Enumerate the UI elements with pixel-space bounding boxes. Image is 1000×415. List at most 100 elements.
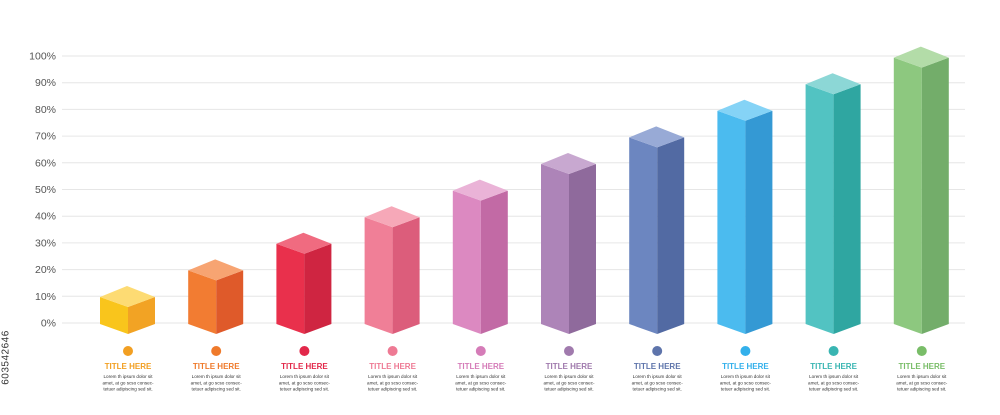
category-dot: [564, 346, 574, 356]
bar-front-face: [541, 164, 569, 334]
category-description: tetuer adipiscing sed sit.: [280, 387, 329, 392]
category-description: amet, at go scso consec-: [632, 380, 684, 385]
bar-8: [717, 99, 773, 334]
bar-front-face: [276, 243, 305, 334]
bar-side-face: [392, 217, 420, 334]
category-description: tetuer adipiscing sed sit.: [192, 387, 241, 392]
bar-10: [893, 46, 949, 334]
bar-side-face: [304, 243, 332, 334]
category-description: Lorem th ipsum dolor sit: [456, 374, 506, 379]
bar-top-face: [541, 153, 596, 174]
bars: [100, 46, 949, 334]
category-description: amet, at go scso consec-: [102, 380, 154, 385]
category-description: Lorem th ipsum dolor sit: [633, 374, 683, 379]
y-tick-label: 90%: [35, 77, 56, 89]
category-title: TITLE HERE: [281, 362, 328, 371]
bar-1: [100, 286, 155, 334]
y-tick-label: 50%: [35, 184, 56, 196]
bar-side-face: [745, 110, 773, 334]
bar-front-face: [100, 297, 128, 334]
category-description: tetuer adipiscing sed sit.: [897, 387, 946, 392]
bar-2: [188, 259, 244, 334]
y-tick-label: 10%: [35, 291, 56, 303]
bar-top-face: [717, 99, 773, 121]
y-tick-label: 80%: [35, 104, 56, 116]
bar-top-face: [452, 179, 508, 201]
category-dot: [475, 346, 486, 356]
category-description: tetuer adipiscing sed sit.: [809, 387, 858, 392]
category-title: TITLE HERE: [105, 362, 152, 371]
category-description: Lorem th ipsum dolor sit: [897, 374, 947, 379]
category-description: amet, at go scso consec-: [191, 380, 243, 385]
category-description: Lorem th ipsum dolor sit: [544, 374, 594, 379]
bar-top-face: [276, 232, 332, 254]
category-description: amet, at go scso consec-: [279, 380, 331, 385]
category-description: amet, at go scso consec-: [720, 380, 772, 385]
category-description: tetuer adipiscing sed sit.: [103, 387, 152, 392]
bar-7: [629, 126, 685, 334]
category-description: Lorem th ipsum dolor sit: [192, 374, 242, 379]
category-dot: [740, 346, 751, 356]
bar-side-face: [569, 164, 596, 334]
bar-5: [452, 179, 508, 334]
category-dot: [299, 346, 310, 356]
bar-front-face: [452, 190, 481, 334]
y-tick-label: 70%: [35, 131, 56, 143]
category-description: Lorem th ipsum dolor sit: [809, 374, 859, 379]
bar-4: [364, 206, 420, 334]
bar-front-face: [188, 270, 217, 334]
y-tick-label: 100%: [29, 51, 56, 63]
bar-top-face: [100, 286, 155, 307]
category-dot: [211, 346, 222, 356]
category-title: TITLE HERE: [722, 362, 769, 371]
category-description: Lorem th ipsum dolor sit: [721, 374, 771, 379]
category-description: amet, at go scso consec-: [367, 380, 419, 385]
bar-top-face: [188, 259, 244, 281]
bar-side-face: [480, 190, 508, 334]
category-title: TITLE HERE: [193, 362, 240, 371]
bar-front-face: [717, 110, 746, 334]
category-title: TITLE HERE: [369, 362, 416, 371]
side-image-id: 603542646: [0, 330, 12, 385]
y-tick-label: 30%: [35, 237, 56, 249]
category-title: TITLE HERE: [546, 362, 593, 371]
y-tick-label: 60%: [35, 157, 56, 169]
y-tick-label: 0%: [41, 318, 56, 330]
category-description: amet, at go scso consec-: [543, 380, 595, 385]
category-title: TITLE HERE: [634, 362, 681, 371]
bar-front-face: [629, 137, 658, 334]
category-description: Lorem th ipsum dolor sit: [103, 374, 153, 379]
bar-side-face: [128, 297, 155, 334]
category-dot: [123, 346, 133, 356]
category-dot: [828, 346, 839, 356]
category-description: tetuer adipiscing sed sit.: [544, 387, 593, 392]
category-description: Lorem th ipsum dolor sit: [368, 374, 418, 379]
bar-top-face: [364, 206, 420, 228]
bar-9: [805, 73, 861, 334]
bar-side-face: [921, 57, 949, 334]
bar-top-face: [805, 73, 861, 95]
category-description: tetuer adipiscing sed sit.: [456, 387, 505, 392]
y-tick-label: 40%: [35, 211, 56, 223]
bar-6: [541, 153, 596, 334]
y-tick-label: 20%: [35, 264, 56, 276]
category-title: TITLE HERE: [457, 362, 504, 371]
category-description: tetuer adipiscing sed sit.: [633, 387, 682, 392]
bar-top-face: [629, 126, 685, 148]
category-title: TITLE HERE: [898, 362, 945, 371]
bar-front-face: [805, 84, 834, 334]
bar-side-face: [833, 84, 861, 334]
category-dot: [652, 346, 663, 356]
bar-3: [276, 232, 332, 334]
bar-side-face: [216, 270, 244, 334]
category-description: Lorem th ipsum dolor sit: [280, 374, 330, 379]
category-description: tetuer adipiscing sed sit.: [721, 387, 770, 392]
bar-front-face: [893, 57, 922, 334]
y-axis-ticks: 0% 10% 20% 30% 40% 50% 60% 70% 80% 90% 100%: [29, 51, 56, 330]
category-title: TITLE HERE: [810, 362, 857, 371]
category-dot: [916, 346, 927, 356]
category-dot: [387, 346, 398, 356]
category-description: amet, at go scso consec-: [896, 380, 948, 385]
